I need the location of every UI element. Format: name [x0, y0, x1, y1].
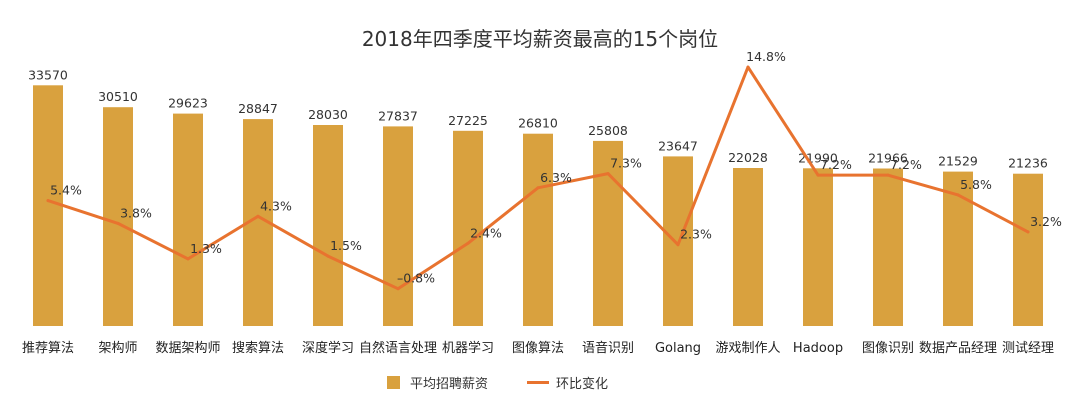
line-value-label: 3.2% — [1030, 214, 1062, 229]
bar-value-label: 30510 — [98, 89, 138, 104]
category-label: Golang — [655, 341, 701, 356]
legend-bar-swatch — [387, 376, 400, 389]
category-label: 深度学习 — [302, 340, 354, 356]
line-point — [746, 65, 750, 69]
category-label: 数据产品经理 — [919, 341, 997, 356]
line-point — [46, 199, 50, 203]
bar — [593, 140, 623, 326]
bar-value-label: 21966 — [868, 151, 908, 166]
category-label: 游戏制作人 — [715, 341, 780, 356]
bar-value-label: 21529 — [938, 154, 978, 169]
line-value-label: 1.3% — [190, 241, 222, 256]
line-point — [536, 186, 540, 190]
category-label: 数据架构师 — [155, 341, 220, 356]
line-value-label: 2.4% — [470, 225, 502, 240]
bar-value-label: 29623 — [168, 96, 208, 111]
line-point — [956, 193, 960, 197]
chart-title: 2018年四季度平均薪资最高的15个岗位 — [362, 27, 718, 51]
line-value-label: 5.8% — [960, 177, 992, 192]
line-value-label: 2.3% — [680, 227, 712, 242]
category-label: 测试经理 — [1002, 341, 1054, 356]
bar-value-label: 25808 — [588, 123, 628, 138]
bar — [1013, 173, 1043, 326]
line-point — [886, 173, 890, 177]
bar — [803, 168, 833, 326]
line-value-label: 4.3% — [260, 198, 292, 213]
legend-bar-label: 平均招聘薪资 — [410, 377, 488, 392]
legend: 平均招聘薪资 环比变化 — [387, 376, 608, 392]
bar — [383, 126, 413, 327]
category-label: 搜索算法 — [232, 341, 284, 356]
line-value-label: 14.8% — [746, 49, 786, 64]
line-value-label: 7.3% — [610, 156, 642, 171]
line-point — [676, 243, 680, 247]
line-value-label: 3.8% — [120, 205, 152, 220]
category-label: 图像算法 — [512, 341, 564, 356]
bar-value-label: 33570 — [28, 67, 68, 82]
bar — [173, 113, 203, 326]
bar-value-label: 21236 — [1008, 156, 1048, 171]
bar-value-label: 27225 — [448, 113, 488, 128]
bar — [733, 168, 763, 326]
bar — [873, 168, 903, 326]
line-point — [816, 173, 820, 177]
line-point — [186, 257, 190, 261]
line-point — [1026, 230, 1030, 234]
line-point — [466, 241, 470, 245]
legend-line-label: 环比变化 — [556, 376, 608, 392]
line-point — [256, 214, 260, 218]
line-series-group — [46, 65, 1030, 291]
bar — [313, 125, 343, 326]
bar — [523, 133, 553, 326]
category-label: 机器学习 — [442, 340, 494, 356]
category-label: Hadoop — [793, 341, 843, 356]
category-label: 推荐算法 — [22, 341, 74, 356]
bar — [33, 85, 63, 326]
bar-value-label: 27837 — [378, 108, 418, 123]
category-label: 图像识别 — [862, 341, 914, 356]
line-point — [116, 221, 120, 225]
bar — [103, 107, 133, 326]
line-value-label: 6.3% — [540, 170, 572, 185]
category-label: 架构师 — [98, 341, 137, 356]
line-value-label: 1.5% — [330, 238, 362, 253]
line-point — [326, 254, 330, 258]
line-value-label: 7.2% — [820, 157, 852, 172]
line-value-label: 7.2% — [890, 157, 922, 172]
bar-value-label: 23647 — [658, 138, 698, 153]
line-value-labels: 5.4% 3.8% 1.3% 4.3% 1.5% –0.8% 2.4% 6.3% 7.3% 2.3… — [50, 49, 1062, 286]
bar-value-label: 22028 — [728, 150, 768, 165]
category-labels: 推荐算法 架构师 数据架构师 搜索算法 深度学习 自然语言处理 机器学习 图像算法 语音识别 Go… — [22, 340, 1054, 356]
line-value-label: –0.8% — [397, 271, 435, 286]
bars-group — [33, 85, 1043, 327]
line-point — [606, 172, 610, 176]
bar — [453, 130, 483, 326]
bar-value-label: 26810 — [518, 116, 558, 131]
bar-value-label: 28030 — [308, 107, 348, 122]
line-value-label: 5.4% — [50, 183, 82, 198]
bar — [943, 171, 973, 326]
bar-value-label: 28847 — [238, 101, 278, 116]
category-label: 语音识别 — [582, 340, 634, 356]
category-label: 自然语言处理 — [359, 340, 437, 356]
line-point — [396, 287, 400, 291]
bar-value-labels: 33570 30510 29623 28847 28030 27837 27225 26810… — [28, 67, 1048, 170]
